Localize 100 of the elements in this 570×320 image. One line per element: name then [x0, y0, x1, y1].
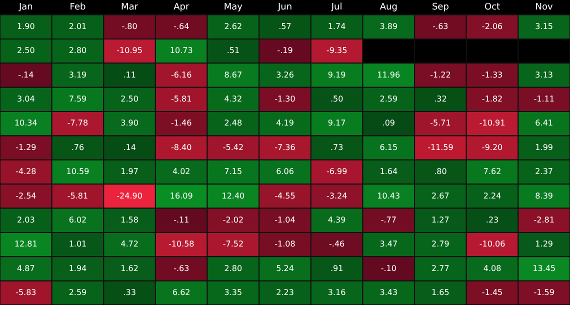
data-label: 3.15	[535, 22, 553, 31]
data-label: 3.35	[224, 288, 242, 297]
data-label: 1.64	[380, 167, 398, 176]
data-label: 4.19	[276, 118, 294, 128]
data-label: -24.90	[116, 191, 142, 200]
data-label: 2.80	[224, 264, 242, 273]
data-label: .76	[71, 142, 84, 152]
data-label: -1.82	[482, 94, 503, 104]
data-label: 7.59	[68, 94, 87, 104]
data-label: -5.83	[16, 288, 36, 297]
data-label: 3.16	[328, 288, 346, 297]
data-label: -9.20	[482, 142, 503, 152]
data-label: 9.19	[328, 70, 346, 80]
data-label: -2.02	[222, 215, 244, 224]
data-label: .57	[278, 22, 292, 31]
data-label: -4.55	[274, 191, 296, 200]
data-label: .50	[330, 94, 344, 104]
data-label: 4.72	[120, 240, 138, 249]
data-label: 2.59	[380, 94, 398, 104]
x-tick-label: Oct	[484, 2, 501, 13]
data-label: .73	[330, 142, 344, 152]
data-label: .14	[123, 142, 136, 152]
data-label: -10.95	[116, 46, 142, 56]
data-label: -5.71	[430, 118, 451, 128]
data-label: -.77	[380, 215, 396, 224]
data-label: 3.43	[380, 288, 398, 297]
data-label: 10.59	[66, 167, 90, 176]
data-label: -1.30	[274, 94, 296, 104]
data-label: 2.37	[535, 167, 553, 176]
data-label: 2.67	[432, 191, 450, 200]
data-label: -10.58	[168, 240, 194, 249]
data-label: 2.01	[68, 22, 87, 31]
data-label: 12.40	[222, 191, 245, 200]
x-tick-label: Mar	[121, 2, 138, 13]
data-label: 4.87	[17, 264, 35, 273]
data-label: 1.65	[432, 288, 450, 297]
data-label: 2.24	[483, 191, 502, 200]
data-label: .91	[330, 264, 344, 273]
data-label: -4.28	[16, 167, 36, 176]
data-label: 8.39	[535, 191, 553, 200]
data-label: -.19	[277, 46, 293, 56]
data-label: 2.50	[17, 46, 35, 56]
x-tick-label: Apr	[174, 2, 190, 13]
data-label: 3.89	[380, 22, 398, 31]
data-label: 6.06	[276, 167, 294, 176]
data-label: 2.77	[432, 264, 450, 273]
data-label: -5.42	[222, 142, 244, 152]
data-label: -.80	[122, 22, 138, 31]
data-label: 4.32	[224, 94, 242, 104]
data-label: -6.99	[326, 167, 348, 176]
data-label: 2.62	[224, 22, 242, 31]
x-tick-label: Sep	[432, 2, 450, 13]
data-label: 2.80	[68, 46, 87, 56]
data-label: .11	[123, 70, 136, 80]
data-label: 2.48	[224, 118, 242, 128]
data-label: -.11	[174, 215, 190, 224]
data-label: -1.59	[534, 288, 554, 297]
data-label: -10.06	[479, 240, 506, 249]
x-tick-label: Jul	[330, 2, 342, 13]
data-label: 7.15	[224, 167, 242, 176]
data-label: 1.58	[120, 215, 138, 224]
data-label: -1.29	[16, 142, 36, 152]
data-label: -7.36	[274, 142, 296, 152]
data-label: 2.03	[17, 215, 35, 224]
data-label: 3.19	[68, 70, 87, 80]
data-label: -2.06	[482, 22, 503, 31]
data-label: -5.81	[171, 94, 192, 104]
data-label: 2.50	[120, 94, 138, 104]
data-label: 1.99	[535, 142, 553, 152]
data-label: 10.43	[377, 191, 400, 200]
data-label: 6.02	[68, 215, 87, 224]
data-label: -1.33	[482, 70, 503, 80]
data-label: -1.46	[171, 118, 192, 128]
data-label: 4.02	[172, 167, 190, 176]
data-label: 1.29	[535, 240, 553, 249]
data-label: 6.15	[380, 142, 398, 152]
data-label: 12.81	[14, 240, 38, 249]
data-label: 11.96	[377, 70, 400, 80]
x-tick-label: Feb	[70, 2, 86, 13]
data-label: -8.40	[171, 142, 192, 152]
x-tick-label: Nov	[535, 2, 554, 13]
data-label: .51	[226, 46, 240, 56]
x-tick-label: Jan	[18, 2, 33, 13]
data-label: 3.04	[17, 94, 35, 104]
data-label: 6.62	[172, 288, 190, 297]
data-label: 1.01	[68, 240, 87, 249]
data-label: .09	[382, 118, 396, 128]
data-label: 3.26	[276, 70, 294, 80]
data-label: -1.11	[534, 94, 554, 104]
data-label: 2.79	[432, 240, 450, 249]
x-tick-label: Aug	[380, 2, 398, 13]
data-label: 8.67	[224, 70, 242, 80]
data-label: -.14	[18, 70, 34, 80]
data-label: -.46	[329, 240, 345, 249]
data-label: 10.34	[14, 118, 38, 128]
x-tick-label: Jun	[276, 2, 292, 13]
data-label: -1.22	[430, 70, 451, 80]
data-label: 5.24	[276, 264, 294, 273]
data-label: 2.59	[68, 288, 87, 297]
data-label: -10.91	[479, 118, 506, 128]
